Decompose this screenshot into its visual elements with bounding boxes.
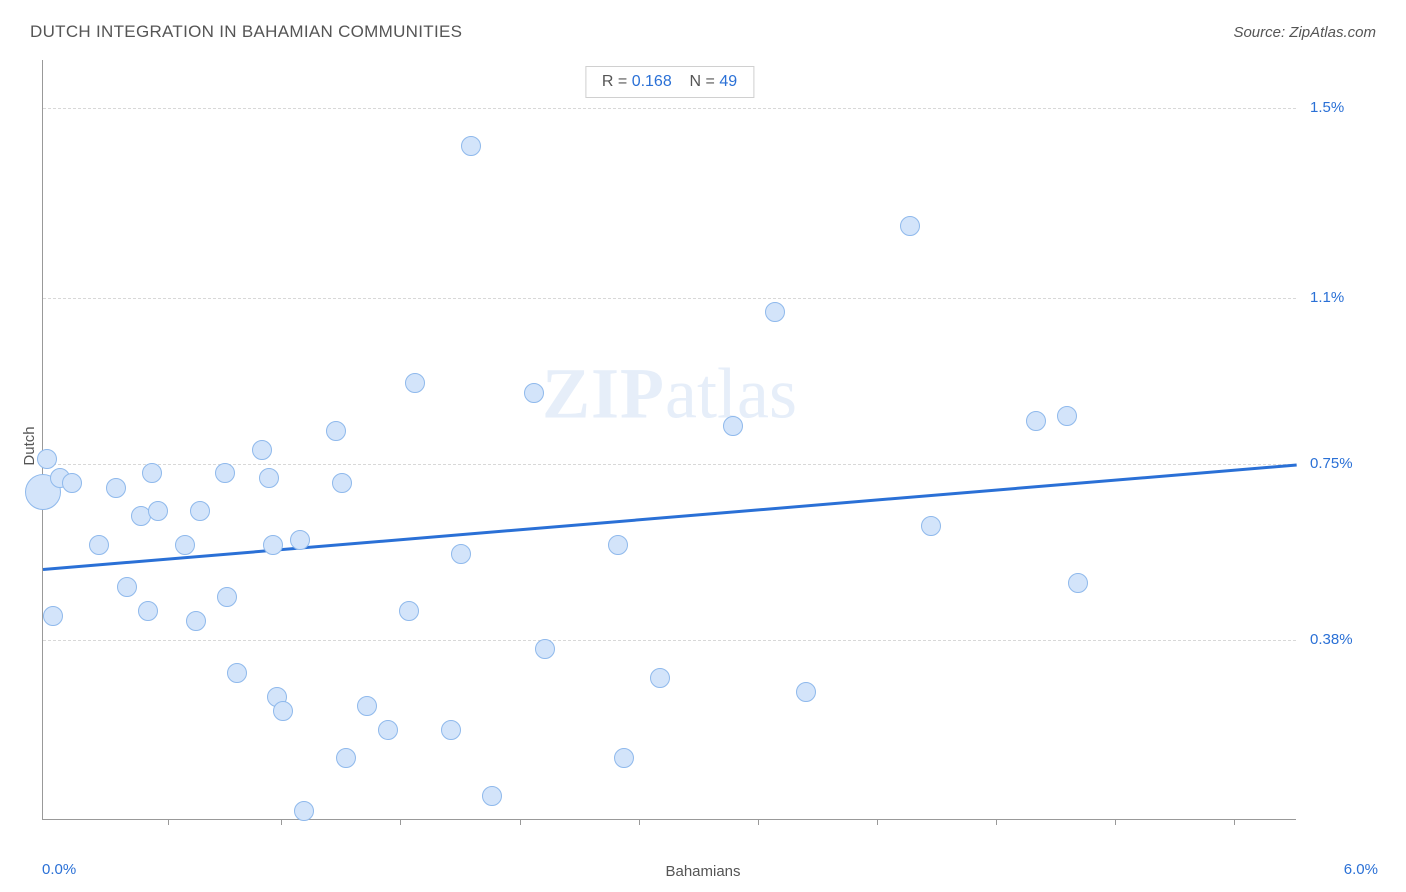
data-point bbox=[405, 373, 425, 393]
data-point bbox=[399, 601, 419, 621]
data-point bbox=[148, 501, 168, 521]
data-point bbox=[175, 535, 195, 555]
data-point bbox=[215, 463, 235, 483]
data-point bbox=[217, 587, 237, 607]
y-axis-label: Dutch bbox=[21, 426, 38, 465]
x-axis-label: Bahamians bbox=[0, 863, 1406, 880]
data-point bbox=[326, 421, 346, 441]
stats-box: R = 0.168 N = 49 bbox=[585, 66, 754, 98]
data-point bbox=[900, 216, 920, 236]
data-point bbox=[186, 611, 206, 631]
data-point bbox=[273, 701, 293, 721]
stat-n-label: N = bbox=[690, 73, 720, 90]
data-point bbox=[37, 449, 57, 469]
x-min-label: 0.0% bbox=[42, 861, 76, 878]
data-point bbox=[263, 535, 283, 555]
x-tick-mark bbox=[639, 819, 640, 825]
x-tick-mark bbox=[281, 819, 282, 825]
source-label: Source: ZipAtlas.com bbox=[1233, 24, 1376, 41]
gridline bbox=[43, 640, 1296, 641]
data-point bbox=[138, 601, 158, 621]
x-tick-mark bbox=[400, 819, 401, 825]
data-point bbox=[290, 530, 310, 550]
data-point bbox=[43, 606, 63, 626]
x-tick-mark bbox=[520, 819, 521, 825]
stat-n-value: 49 bbox=[719, 73, 737, 90]
data-point bbox=[461, 136, 481, 156]
data-point bbox=[336, 748, 356, 768]
data-point bbox=[614, 748, 634, 768]
data-point bbox=[142, 463, 162, 483]
data-point bbox=[1057, 406, 1077, 426]
data-point bbox=[117, 577, 137, 597]
data-point bbox=[921, 516, 941, 536]
data-point bbox=[441, 720, 461, 740]
chart-title: DUTCH INTEGRATION IN BAHAMIAN COMMUNITIE… bbox=[30, 22, 462, 42]
x-tick-mark bbox=[758, 819, 759, 825]
stat-r-value: 0.168 bbox=[632, 73, 672, 90]
data-point bbox=[190, 501, 210, 521]
data-point bbox=[294, 801, 314, 821]
data-point bbox=[259, 468, 279, 488]
data-point bbox=[106, 478, 126, 498]
data-point bbox=[796, 682, 816, 702]
data-point bbox=[1026, 411, 1046, 431]
data-point bbox=[482, 786, 502, 806]
x-max-label: 6.0% bbox=[1344, 861, 1378, 878]
x-tick-mark bbox=[1234, 819, 1235, 825]
watermark-bold: ZIP bbox=[542, 353, 665, 433]
data-point bbox=[535, 639, 555, 659]
y-tick-label: 0.75% bbox=[1310, 455, 1353, 472]
data-point bbox=[62, 473, 82, 493]
data-point bbox=[451, 544, 471, 564]
y-tick-label: 1.5% bbox=[1310, 99, 1344, 116]
y-tick-label: 0.38% bbox=[1310, 631, 1353, 648]
plot-area: ZIPatlas R = 0.168 N = 49 bbox=[42, 60, 1296, 820]
x-tick-mark bbox=[996, 819, 997, 825]
data-point bbox=[524, 383, 544, 403]
data-point bbox=[332, 473, 352, 493]
x-tick-mark bbox=[877, 819, 878, 825]
gridline bbox=[43, 108, 1296, 109]
data-point bbox=[89, 535, 109, 555]
data-point bbox=[608, 535, 628, 555]
data-point bbox=[1068, 573, 1088, 593]
y-tick-label: 1.1% bbox=[1310, 289, 1344, 306]
data-point bbox=[252, 440, 272, 460]
data-point bbox=[378, 720, 398, 740]
data-point bbox=[227, 663, 247, 683]
data-point bbox=[765, 302, 785, 322]
watermark: ZIPatlas bbox=[542, 352, 797, 435]
data-point bbox=[723, 416, 743, 436]
stat-r-label: R = bbox=[602, 73, 632, 90]
data-point bbox=[357, 696, 377, 716]
x-tick-mark bbox=[1115, 819, 1116, 825]
x-tick-mark bbox=[168, 819, 169, 825]
gridline bbox=[43, 298, 1296, 299]
data-point bbox=[650, 668, 670, 688]
